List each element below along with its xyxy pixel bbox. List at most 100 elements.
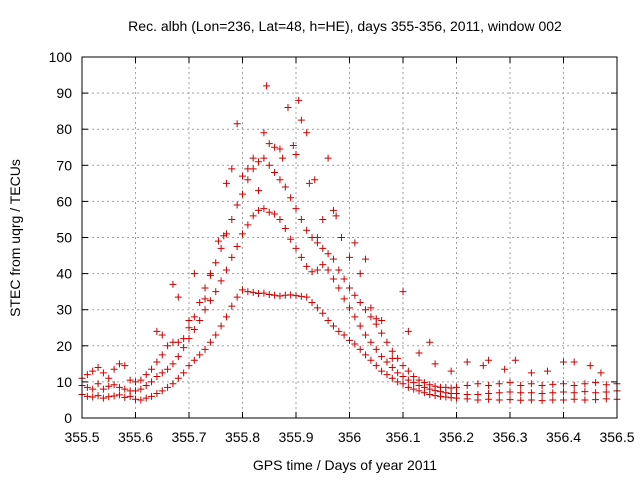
- data-point: [271, 169, 279, 177]
- data-point: [169, 280, 177, 288]
- data-point: [383, 338, 391, 346]
- data-point: [190, 356, 198, 364]
- data-point: [383, 358, 391, 366]
- data-point: [94, 392, 102, 400]
- data-point: [324, 317, 332, 325]
- data-point: [399, 372, 407, 380]
- data-point: [329, 275, 337, 283]
- x-tick-label: 356.1: [385, 429, 420, 445]
- data-point: [453, 383, 460, 391]
- axis-ticks: 355.5 355.6 355.7 355.8 355.9 356 356.1 356.2 35…: [49, 49, 635, 445]
- data-point: [399, 380, 407, 388]
- data-point: [378, 353, 386, 361]
- data-point: [431, 360, 439, 368]
- data-point: [426, 381, 434, 389]
- data-point: [271, 210, 279, 218]
- data-point: [137, 376, 145, 384]
- data-point: [372, 362, 380, 370]
- data-point: [388, 363, 396, 371]
- data-point: [276, 145, 284, 153]
- data-point: [287, 291, 295, 299]
- data-point: [228, 165, 236, 173]
- data-point: [329, 206, 337, 214]
- data-point: [415, 349, 423, 357]
- data-point: [201, 345, 209, 353]
- data-point: [410, 372, 418, 380]
- data-point: [495, 380, 503, 388]
- data-point: [148, 365, 156, 373]
- y-tick-label: 90: [56, 85, 72, 101]
- data-point: [346, 336, 353, 344]
- data-point: [180, 369, 188, 377]
- data-point: [276, 215, 284, 223]
- chart-title: Rec. albh (Lon=236, Lat=48, h=HE), days …: [128, 18, 562, 34]
- data-point: [367, 304, 375, 312]
- y-tick-label: 30: [56, 302, 72, 318]
- data-point: [517, 396, 525, 404]
- data-point: [356, 322, 364, 330]
- data-point: [313, 234, 321, 241]
- data-point: [185, 324, 193, 332]
- data-point: [110, 392, 118, 400]
- data-point: [404, 327, 412, 335]
- x-tick-label: 355.8: [225, 429, 260, 445]
- data-point: [99, 369, 107, 377]
- y-tick-label: 80: [56, 121, 72, 137]
- data-point: [289, 141, 297, 149]
- data-point: [383, 371, 391, 379]
- data-point: [308, 268, 316, 276]
- data-point: [228, 253, 236, 261]
- data-point: [367, 313, 375, 321]
- data-point: [356, 345, 364, 353]
- data-point: [324, 154, 332, 162]
- data-point: [222, 179, 230, 187]
- data-point: [110, 381, 118, 389]
- data-point: [560, 380, 567, 388]
- data-point: [295, 96, 303, 104]
- data-point: [263, 82, 271, 90]
- data-point: [527, 380, 535, 388]
- data-point: [132, 378, 139, 386]
- data-point: [158, 387, 166, 395]
- data-point: [287, 235, 295, 243]
- data-point: [404, 367, 412, 375]
- x-tick-label: 356: [338, 429, 362, 445]
- data-point: [115, 383, 123, 391]
- data-point: [121, 385, 129, 393]
- data-point: [276, 292, 284, 300]
- data-point: [410, 379, 418, 387]
- data-point: [164, 365, 172, 373]
- data-point: [239, 172, 246, 180]
- data-point: [222, 313, 230, 321]
- data-point: [388, 374, 396, 382]
- data-point: [190, 326, 198, 334]
- data-point: [329, 322, 337, 330]
- data-point: [378, 367, 386, 375]
- data-points: [78, 82, 621, 405]
- data-point: [346, 284, 353, 292]
- data-point: [549, 389, 557, 397]
- data-point: [228, 302, 236, 310]
- y-tick-label: 40: [56, 266, 72, 282]
- data-point: [297, 116, 305, 124]
- data-point: [196, 317, 204, 325]
- data-point: [453, 389, 460, 397]
- data-point: [560, 396, 567, 404]
- data-point: [115, 391, 123, 399]
- data-point: [324, 266, 332, 274]
- data-point: [506, 379, 514, 387]
- x-tick-label: 355.5: [64, 429, 99, 445]
- data-point: [517, 389, 525, 397]
- data-point: [560, 388, 567, 396]
- data-point: [479, 362, 487, 370]
- data-point: [158, 331, 166, 339]
- data-point: [121, 393, 129, 401]
- data-point: [201, 284, 209, 292]
- y-axis-label: STEC from uqrg / TECUs: [7, 159, 23, 317]
- x-tick-label: 356.5: [599, 429, 634, 445]
- data-point: [260, 289, 268, 297]
- y-tick-label: 10: [56, 374, 72, 390]
- data-point: [388, 347, 396, 355]
- data-point: [426, 338, 434, 346]
- x-tick-label: 355.6: [118, 429, 153, 445]
